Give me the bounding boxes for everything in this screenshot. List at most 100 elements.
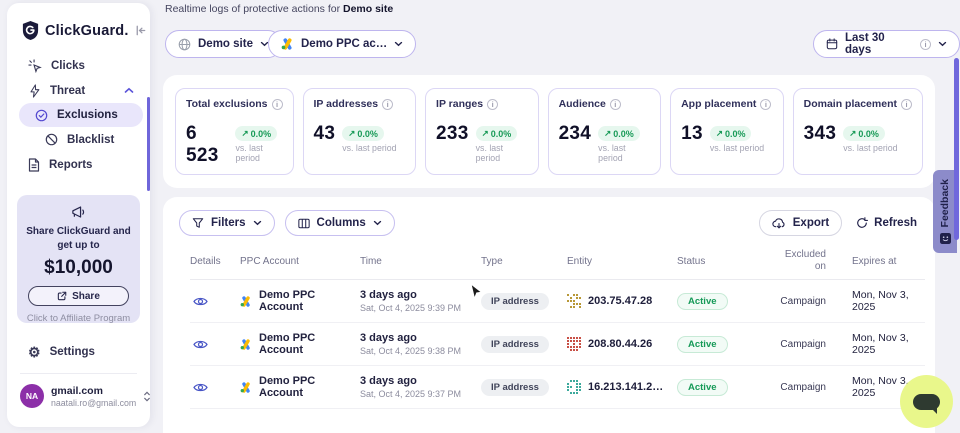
filters-button[interactable]: Filters [179, 210, 275, 236]
stat-label: Audience [559, 98, 606, 110]
check-circle-icon [35, 109, 48, 122]
info-icon[interactable] [760, 99, 771, 110]
columns-button[interactable]: Columns [285, 210, 395, 236]
sidebar-item-blacklist[interactable]: Blacklist [7, 127, 150, 152]
col-type[interactable]: Type [481, 256, 567, 267]
date-range-value: Last 30 days [845, 32, 913, 56]
info-icon[interactable] [610, 99, 621, 110]
details-eye-icon[interactable] [190, 296, 240, 307]
trend-badge: 0.0% [598, 126, 640, 141]
col-status[interactable]: Status [677, 256, 755, 267]
refresh-button[interactable]: Refresh [856, 217, 917, 229]
lightning-icon [28, 84, 41, 98]
share-button-label: Share [72, 291, 100, 302]
type-badge: IP address [481, 336, 549, 353]
settings-label: Settings [50, 346, 95, 358]
collapse-sidebar-icon[interactable] [134, 24, 147, 37]
chat-launcher-button[interactable] [900, 375, 953, 428]
stats-panel: Total exclusions 6 523 0.0% vs. last per… [163, 75, 935, 188]
chevron-down-icon [394, 41, 403, 47]
col-entity[interactable]: Entity [567, 256, 677, 267]
external-link-icon [57, 291, 67, 301]
trend-badge: 0.0% [710, 126, 752, 141]
col-excluded-on[interactable]: Excludedon [755, 249, 830, 274]
promo-text-line1: Share ClickGuard and [17, 225, 140, 239]
sidebar-nav: Clicks Threat Exclusions Blacklist [7, 53, 150, 177]
cell-account: Demo PPC Account [259, 332, 360, 356]
info-icon[interactable] [272, 99, 283, 110]
type-badge: IP address [481, 293, 549, 310]
sidebar-scrollbar[interactable] [147, 97, 150, 191]
promo-text-line2: get up to [17, 239, 140, 253]
cell-expires: Mon, Nov 3, 2025 [830, 289, 925, 313]
filters-label: Filters [211, 217, 246, 229]
cell-time-relative: 3 days ago [360, 375, 481, 387]
stat-card-app-placement: App placement 13 0.0% vs. last period [670, 88, 784, 175]
ip-identicon [567, 380, 581, 394]
ppc-account-selector-dropdown[interactable]: Demo PPC ac… [268, 30, 416, 58]
date-range-dropdown[interactable]: Last 30 days [813, 30, 960, 58]
divider [20, 373, 137, 374]
site-selector-dropdown[interactable]: Demo site [165, 30, 282, 58]
sidebar-item-clicks[interactable]: Clicks [7, 53, 150, 78]
col-expires-at[interactable]: Expires at [830, 256, 925, 267]
stat-card-total-exclusions: Total exclusions 6 523 0.0% vs. last per… [175, 88, 294, 175]
cell-excluded-on: Campaign [755, 296, 830, 307]
stat-compare: vs. last period [235, 143, 282, 163]
col-details[interactable]: Details [190, 256, 240, 267]
stat-value: 43 [314, 123, 336, 145]
details-eye-icon[interactable] [190, 382, 240, 393]
chevron-down-icon [373, 220, 382, 226]
stat-value: 6 523 [186, 123, 228, 167]
info-icon[interactable] [382, 99, 393, 110]
trend-badge: 0.0% [235, 126, 277, 141]
details-eye-icon[interactable] [190, 339, 240, 350]
cell-entity: 203.75.47.28 [588, 295, 652, 307]
status-badge: Active [677, 379, 728, 396]
smiley-icon [940, 233, 951, 244]
cursor-click-icon [28, 59, 42, 73]
ip-identicon [567, 294, 581, 308]
sidebar-item-exclusions[interactable]: Exclusions [19, 103, 143, 127]
stat-value: 13 [681, 123, 703, 145]
col-ppc-account[interactable]: PPC Account [240, 256, 360, 267]
share-button[interactable]: Share [28, 286, 129, 306]
export-button[interactable]: Export [759, 210, 842, 236]
chevron-down-icon [938, 41, 947, 47]
col-time[interactable]: Time [360, 256, 481, 267]
cell-account: Demo PPC Account [259, 375, 360, 399]
trend-badge: 0.0% [342, 126, 384, 141]
ppc-selector-value: Demo PPC ac… [301, 38, 387, 50]
affiliate-promo-card[interactable]: Share ClickGuard and get up to $10,000 S… [17, 195, 140, 323]
brand-name: ClickGuard. [45, 23, 129, 39]
cell-account: Demo PPC Account [259, 289, 360, 313]
page-scrollbar[interactable] [954, 58, 959, 240]
stat-label: Total exclusions [186, 98, 268, 110]
nav-label: Exclusions [57, 109, 118, 121]
table-row[interactable]: Demo PPC Account 3 days ago Sat, Oct 4, 2… [190, 280, 925, 323]
page-subtitle: Realtime logs of protective actions for … [165, 3, 393, 15]
sidebar-item-reports[interactable]: Reports [7, 152, 150, 177]
stat-label: App placement [681, 98, 756, 110]
chat-bubble-icon [913, 394, 940, 410]
sidebar-item-threat[interactable]: Threat [7, 78, 150, 103]
sidebar: ClickGuard. Clicks Threat Exclusions [7, 3, 150, 427]
chevron-down-icon [253, 220, 262, 226]
status-badge: Active [677, 293, 728, 310]
info-icon[interactable] [487, 99, 498, 110]
google-ads-icon [240, 296, 252, 307]
sidebar-item-settings[interactable]: ⚙ Settings [7, 341, 150, 363]
stat-card-audience: Audience 234 0.0% vs. last period [548, 88, 662, 175]
account-switcher[interactable]: NA gmail.com naatali.ro@gmail.com [7, 384, 150, 408]
chevron-up-icon [124, 87, 134, 94]
stat-compare: vs. last period [710, 143, 764, 153]
cell-time-relative: 3 days ago [360, 289, 481, 301]
cell-time-absolute: Sat, Oct 4, 2025 9:39 PM [360, 303, 481, 313]
type-badge: IP address [481, 379, 549, 396]
cell-time-absolute: Sat, Oct 4, 2025 9:37 PM [360, 389, 481, 399]
nav-label: Blacklist [67, 134, 114, 146]
table-row[interactable]: Demo PPC Account 3 days ago Sat, Oct 4, 2… [190, 366, 925, 409]
info-icon[interactable] [901, 99, 912, 110]
table-row[interactable]: Demo PPC Account 3 days agoSat, Oct 4, 2… [190, 323, 925, 366]
columns-label: Columns [317, 217, 366, 229]
